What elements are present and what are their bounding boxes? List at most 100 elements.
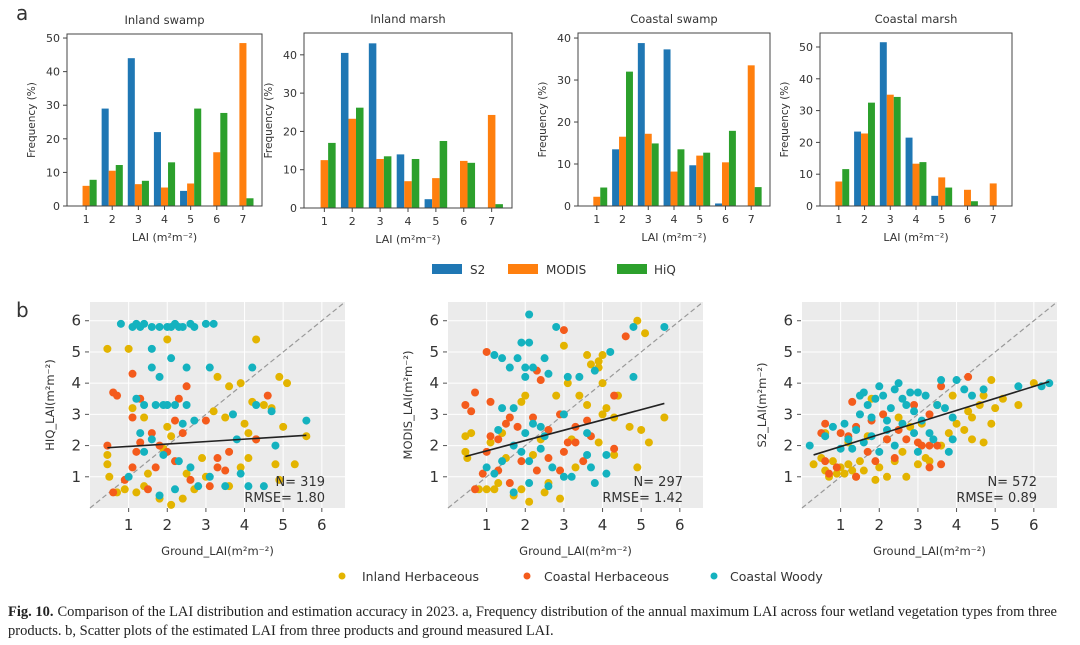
point-inland-herbaceous bbox=[594, 438, 603, 447]
point-coastal-herbaceous bbox=[147, 429, 156, 438]
x-tick-label: 7 bbox=[239, 213, 246, 226]
point-coastal-woody bbox=[583, 429, 592, 438]
point-coastal-woody bbox=[536, 422, 545, 431]
legend-swatch-s2 bbox=[432, 264, 462, 274]
point-coastal-herbaceous bbox=[964, 372, 973, 381]
point-coastal-herbaceous bbox=[610, 391, 619, 400]
point-coastal-herbaceous bbox=[832, 463, 841, 472]
point-coastal-herbaceous bbox=[925, 463, 934, 472]
point-inland-herbaceous bbox=[987, 419, 996, 428]
point-coastal-herbaceous bbox=[128, 369, 137, 378]
point-coastal-woody bbox=[147, 435, 156, 444]
point-inland-herbaceous bbox=[575, 391, 584, 400]
y-tick-label: 30 bbox=[557, 74, 571, 87]
point-coastal-herbaceous bbox=[563, 438, 572, 447]
y-tick-label: 50 bbox=[46, 32, 60, 45]
point-inland-herbaceous bbox=[979, 391, 988, 400]
point-coastal-woody bbox=[871, 394, 880, 403]
point-inland-herbaceous bbox=[132, 488, 141, 497]
point-inland-herbaceous bbox=[960, 425, 969, 434]
y-axis-label: HIQ_LAI(m²m⁻²) bbox=[43, 359, 57, 450]
point-inland-herbaceous bbox=[198, 454, 207, 463]
point-coastal-woody bbox=[509, 488, 518, 497]
point-inland-herbaceous bbox=[525, 497, 534, 506]
x-tick-label: 3 bbox=[559, 516, 569, 534]
point-coastal-woody bbox=[563, 372, 572, 381]
point-coastal-woody bbox=[509, 404, 518, 413]
bar-hiq bbox=[703, 152, 711, 206]
point-coastal-woody bbox=[517, 338, 526, 347]
bar-s2 bbox=[180, 190, 188, 206]
point-inland-herbaceous bbox=[871, 475, 880, 484]
point-coastal-herbaceous bbox=[579, 457, 588, 466]
point-coastal-woody bbox=[559, 410, 568, 419]
point-coastal-woody bbox=[890, 385, 899, 394]
point-inland-herbaceous bbox=[828, 457, 837, 466]
point-coastal-woody bbox=[879, 391, 888, 400]
point-inland-herbaceous bbox=[844, 460, 853, 469]
bar-modis bbox=[160, 187, 169, 206]
y-tick-label: 20 bbox=[799, 136, 813, 149]
bar-modis bbox=[432, 178, 440, 208]
point-coastal-herbaceous bbox=[571, 438, 580, 447]
bar-modis bbox=[644, 133, 652, 206]
bar-s2 bbox=[127, 58, 135, 206]
y-axis-label: MODIS_LAI(m²m⁻²) bbox=[401, 351, 415, 460]
bar-s2 bbox=[153, 132, 161, 206]
point-coastal-woody bbox=[174, 457, 183, 466]
legend-label: Inland Herbaceous bbox=[362, 569, 479, 584]
bar-s2 bbox=[637, 43, 645, 207]
point-coastal-woody bbox=[155, 491, 164, 500]
point-coastal-woody bbox=[602, 450, 611, 459]
point-coastal-herbaceous bbox=[136, 438, 145, 447]
point-coastal-herbaceous bbox=[128, 463, 137, 472]
x-tick-label: 1 bbox=[593, 213, 600, 226]
bar-modis bbox=[82, 185, 90, 206]
point-coastal-woody bbox=[140, 401, 149, 409]
x-tick-label: 2 bbox=[520, 516, 530, 534]
bar-modis bbox=[835, 181, 843, 206]
point-coastal-woody bbox=[913, 447, 922, 456]
point-inland-herbaceous bbox=[221, 413, 230, 422]
point-coastal-herbaceous bbox=[890, 454, 899, 463]
y-tick-label: 0 bbox=[53, 200, 60, 213]
bar-modis bbox=[487, 114, 496, 208]
point-coastal-woody bbox=[867, 413, 876, 422]
x-tick-label: 6 bbox=[964, 213, 971, 226]
point-coastal-woody bbox=[151, 401, 160, 409]
point-coastal-woody bbox=[898, 419, 907, 428]
point-inland-herbaceous bbox=[602, 404, 611, 413]
point-inland-herbaceous bbox=[633, 316, 642, 325]
chart-title: Coastal marsh bbox=[875, 12, 958, 26]
point-coastal-woody bbox=[890, 441, 899, 450]
point-coastal-woody bbox=[828, 422, 837, 431]
point-coastal-woody bbox=[155, 322, 164, 331]
y-tick-label: 6 bbox=[71, 312, 81, 330]
point-coastal-woody bbox=[147, 363, 156, 372]
y-tick-label: 2 bbox=[783, 437, 793, 455]
point-inland-herbaceous bbox=[552, 391, 561, 400]
bar-modis bbox=[886, 94, 894, 206]
bar-s2 bbox=[340, 52, 349, 208]
point-coastal-herbaceous bbox=[902, 435, 911, 444]
point-coastal-herbaceous bbox=[559, 447, 568, 456]
point-coastal-woody bbox=[960, 385, 969, 394]
point-coastal-woody bbox=[252, 401, 261, 409]
point-coastal-woody bbox=[1045, 379, 1054, 388]
legend-marker bbox=[710, 572, 718, 580]
legend-label: Coastal Herbaceous bbox=[544, 569, 669, 584]
bar-legend: S2 MODIS HiQ bbox=[432, 263, 676, 277]
point-inland-herbaceous bbox=[559, 341, 568, 350]
bar-hiq bbox=[220, 112, 228, 206]
point-coastal-woody bbox=[140, 319, 149, 328]
legend-label: Coastal Woody bbox=[730, 569, 823, 584]
y-tick-label: 4 bbox=[429, 374, 439, 392]
bar-modis bbox=[593, 196, 601, 206]
x-tick-label: 5 bbox=[990, 516, 1000, 534]
legend-marker bbox=[338, 572, 346, 580]
n-label: N= 297 bbox=[633, 475, 683, 490]
point-inland-herbaceous bbox=[556, 494, 565, 503]
point-coastal-herbaceous bbox=[544, 454, 553, 463]
point-coastal-herbaceous bbox=[863, 447, 872, 456]
